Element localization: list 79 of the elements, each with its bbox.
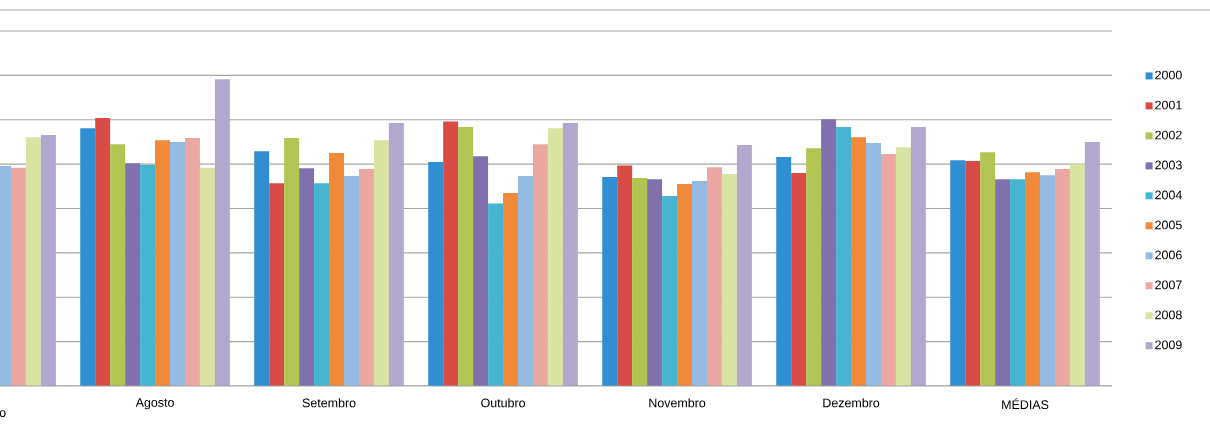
bar (677, 184, 693, 386)
legend-label: 2006 (1155, 250, 1182, 260)
bar (284, 138, 300, 386)
bar (80, 128, 96, 386)
bar (836, 127, 852, 386)
bar (458, 127, 474, 386)
bar (965, 161, 981, 386)
x-tick-label: Setembro (302, 398, 356, 408)
bar (547, 128, 563, 386)
bar (1040, 175, 1055, 386)
bar (503, 192, 519, 386)
bar (791, 173, 807, 386)
bar (344, 176, 359, 386)
bar (706, 167, 722, 386)
bar (1054, 169, 1070, 386)
bar (388, 123, 404, 386)
bar (358, 169, 374, 386)
bar (980, 152, 996, 386)
bar (617, 165, 633, 386)
bar (866, 142, 881, 386)
bar (125, 163, 141, 386)
bar (443, 121, 459, 386)
legend-label: 2002 (1155, 130, 1182, 140)
bar (910, 127, 926, 386)
bar (1010, 179, 1026, 386)
bar (647, 179, 663, 386)
legend-label: 2009 (1155, 340, 1182, 350)
x-tick-label: Dezembro (823, 398, 880, 408)
bar (806, 148, 822, 386)
bar (602, 177, 618, 386)
bar (373, 140, 389, 386)
bar (736, 145, 752, 386)
bar (170, 142, 185, 386)
bar (314, 183, 330, 386)
bar (488, 203, 504, 386)
x-tick-label: Outubro (481, 398, 526, 408)
legend-label: 2007 (1155, 280, 1182, 290)
legend-label: 2001 (1155, 100, 1182, 110)
bar (329, 153, 345, 386)
bar (532, 144, 548, 386)
bar (880, 154, 896, 386)
bar (721, 173, 737, 386)
bar (950, 160, 966, 386)
bar (199, 167, 215, 386)
bar (851, 137, 867, 386)
bar (1025, 172, 1041, 386)
bar (254, 151, 270, 386)
bar (1084, 142, 1100, 386)
bar (662, 196, 678, 386)
bar (428, 162, 444, 386)
bar (140, 165, 156, 386)
bar (25, 137, 41, 386)
legend-label: 2000 (1155, 70, 1182, 80)
bar (214, 79, 230, 386)
bar (518, 176, 533, 386)
x-tick-label: Novembro (649, 398, 706, 408)
bar (995, 179, 1011, 386)
legend-label: 2003 (1155, 160, 1182, 170)
legend-label: 2008 (1155, 310, 1182, 320)
x-tick-label: o (0, 410, 6, 418)
bar (776, 157, 792, 386)
legend-label: 2005 (1155, 220, 1182, 230)
bar (110, 144, 126, 386)
bar (1069, 164, 1085, 386)
bar (95, 118, 111, 386)
bar (632, 177, 648, 386)
bar (299, 168, 315, 386)
bar (562, 123, 578, 386)
bar (692, 181, 707, 386)
bar (40, 135, 56, 386)
bar (821, 119, 837, 386)
bar (895, 147, 911, 386)
legend-label: 2004 (1155, 190, 1182, 200)
bar (184, 138, 200, 386)
bar (155, 140, 171, 386)
bar (473, 156, 489, 386)
x-tick-label: Agosto (135, 398, 174, 410)
x-tick-label: MÉDIAS (1002, 398, 1049, 410)
bar (269, 183, 285, 386)
